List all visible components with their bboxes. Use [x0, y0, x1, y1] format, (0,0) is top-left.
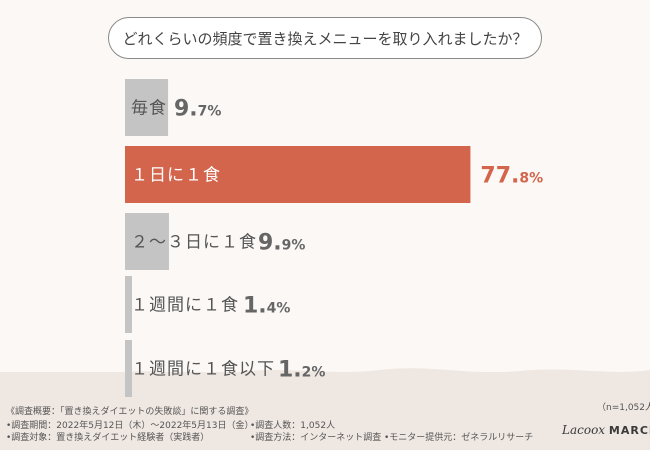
bar-3: [125, 276, 132, 333]
category-label: １週間に１食: [131, 296, 239, 316]
bar-2: [125, 213, 169, 270]
sample-size-note: （n=1,052人）: [597, 403, 650, 413]
value-label: 77.8%: [480, 164, 543, 189]
survey-method: •調査方法：インターネット調査: [250, 433, 382, 443]
value-label: 1.2%: [278, 358, 325, 383]
survey-target: •調査対象：置き換えダイエット経験者（実践者）: [6, 433, 210, 443]
logo-bold: MARCHE: [608, 424, 650, 437]
question-text: どれくらいの頻度で置き換えメニューを取り入れましたか？: [122, 29, 528, 48]
category-label: 毎食: [131, 99, 167, 119]
brand-logo: Lacoox MARCHE: [562, 423, 650, 437]
survey-title: 《調査概要：「置き換えダイエットの失敗談」に関する調査》: [6, 407, 254, 417]
category-label: １日に１食: [131, 166, 221, 186]
bar-chart: 毎食 9.7% １日に１食 77.8% ２〜３日に１食 9.9% １週間に１食 1.4% １週間…: [125, 79, 543, 397]
bar-4: [125, 340, 132, 397]
logo-script: Lacoox: [562, 423, 606, 437]
survey-respondents: •調査人数：1,052人: [250, 421, 336, 431]
bar-1: [125, 146, 471, 203]
value-label: 9.9%: [258, 231, 305, 256]
bar-0: [125, 79, 169, 136]
bottom-band: [0, 372, 650, 450]
category-label: １週間に１食以下: [131, 360, 275, 380]
category-label: ２〜３日に１食: [131, 233, 257, 253]
survey-provider: •モニター提供元：ゼネラルリサーチ: [384, 433, 534, 443]
survey-period: •調査期間：2022年5月12日（木）〜2022年5月13日（金）: [6, 421, 254, 431]
question-bubble: どれくらいの頻度で置き換えメニューを取り入れましたか？: [108, 17, 542, 59]
value-label: 9.7%: [174, 97, 221, 122]
value-label: 1.4%: [243, 294, 290, 319]
